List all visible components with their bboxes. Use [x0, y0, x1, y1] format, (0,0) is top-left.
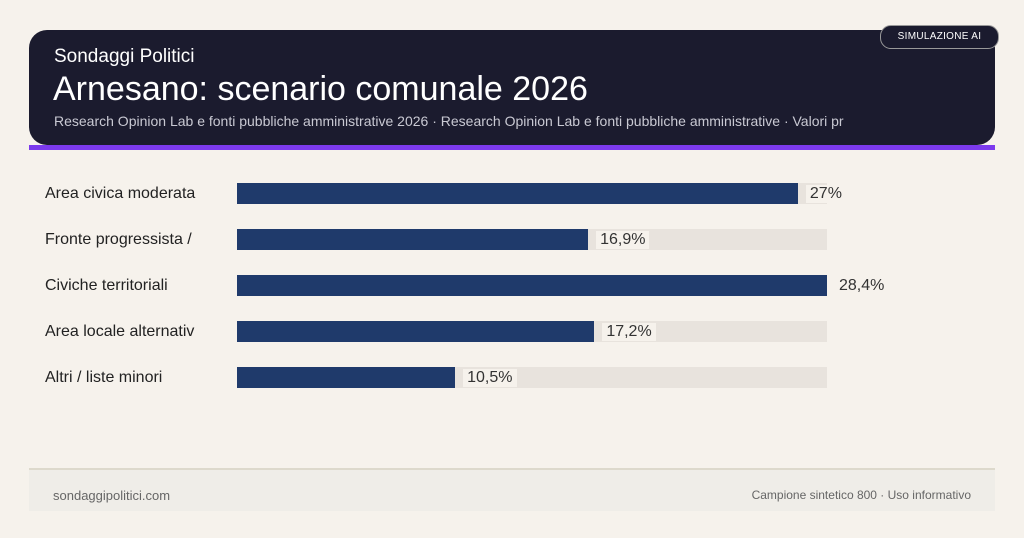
- bar: [237, 229, 589, 250]
- simulation-badge: SIMULAZIONE AI: [880, 25, 999, 49]
- data-label: 17,2%: [602, 323, 656, 341]
- page-title: Arnesano: scenario comunale 2026: [53, 70, 588, 108]
- category-label: Altri / liste minori: [45, 369, 163, 386]
- data-label: 16,9%: [596, 231, 650, 249]
- bar: [237, 321, 595, 342]
- data-label: 27%: [805, 185, 846, 203]
- subtitle: Research Opinion Lab e fonti pubbliche a…: [54, 113, 844, 129]
- bar: [237, 367, 456, 388]
- footer-note: Campione sintetico 800 · Uso informativo: [751, 488, 971, 502]
- accent-line: [29, 145, 995, 150]
- footer-site: sondaggipolitici.com: [53, 488, 171, 503]
- bar: [237, 275, 827, 296]
- data-label: 28,4%: [835, 277, 889, 295]
- footer: sondaggipolitici.com Campione sintetico …: [29, 468, 995, 511]
- kicker: Sondaggi Politici: [54, 46, 195, 67]
- category-label: Area civica moderata: [45, 185, 196, 202]
- category-label: Area locale alternativ: [45, 323, 195, 340]
- category-label: Fronte progressista /: [45, 231, 192, 248]
- bar: [237, 183, 798, 204]
- header: Sondaggi Politici Arnesano: scenario com…: [29, 30, 995, 145]
- category-label: Civiche territoriali: [45, 277, 168, 294]
- data-label: 10,5%: [463, 369, 517, 387]
